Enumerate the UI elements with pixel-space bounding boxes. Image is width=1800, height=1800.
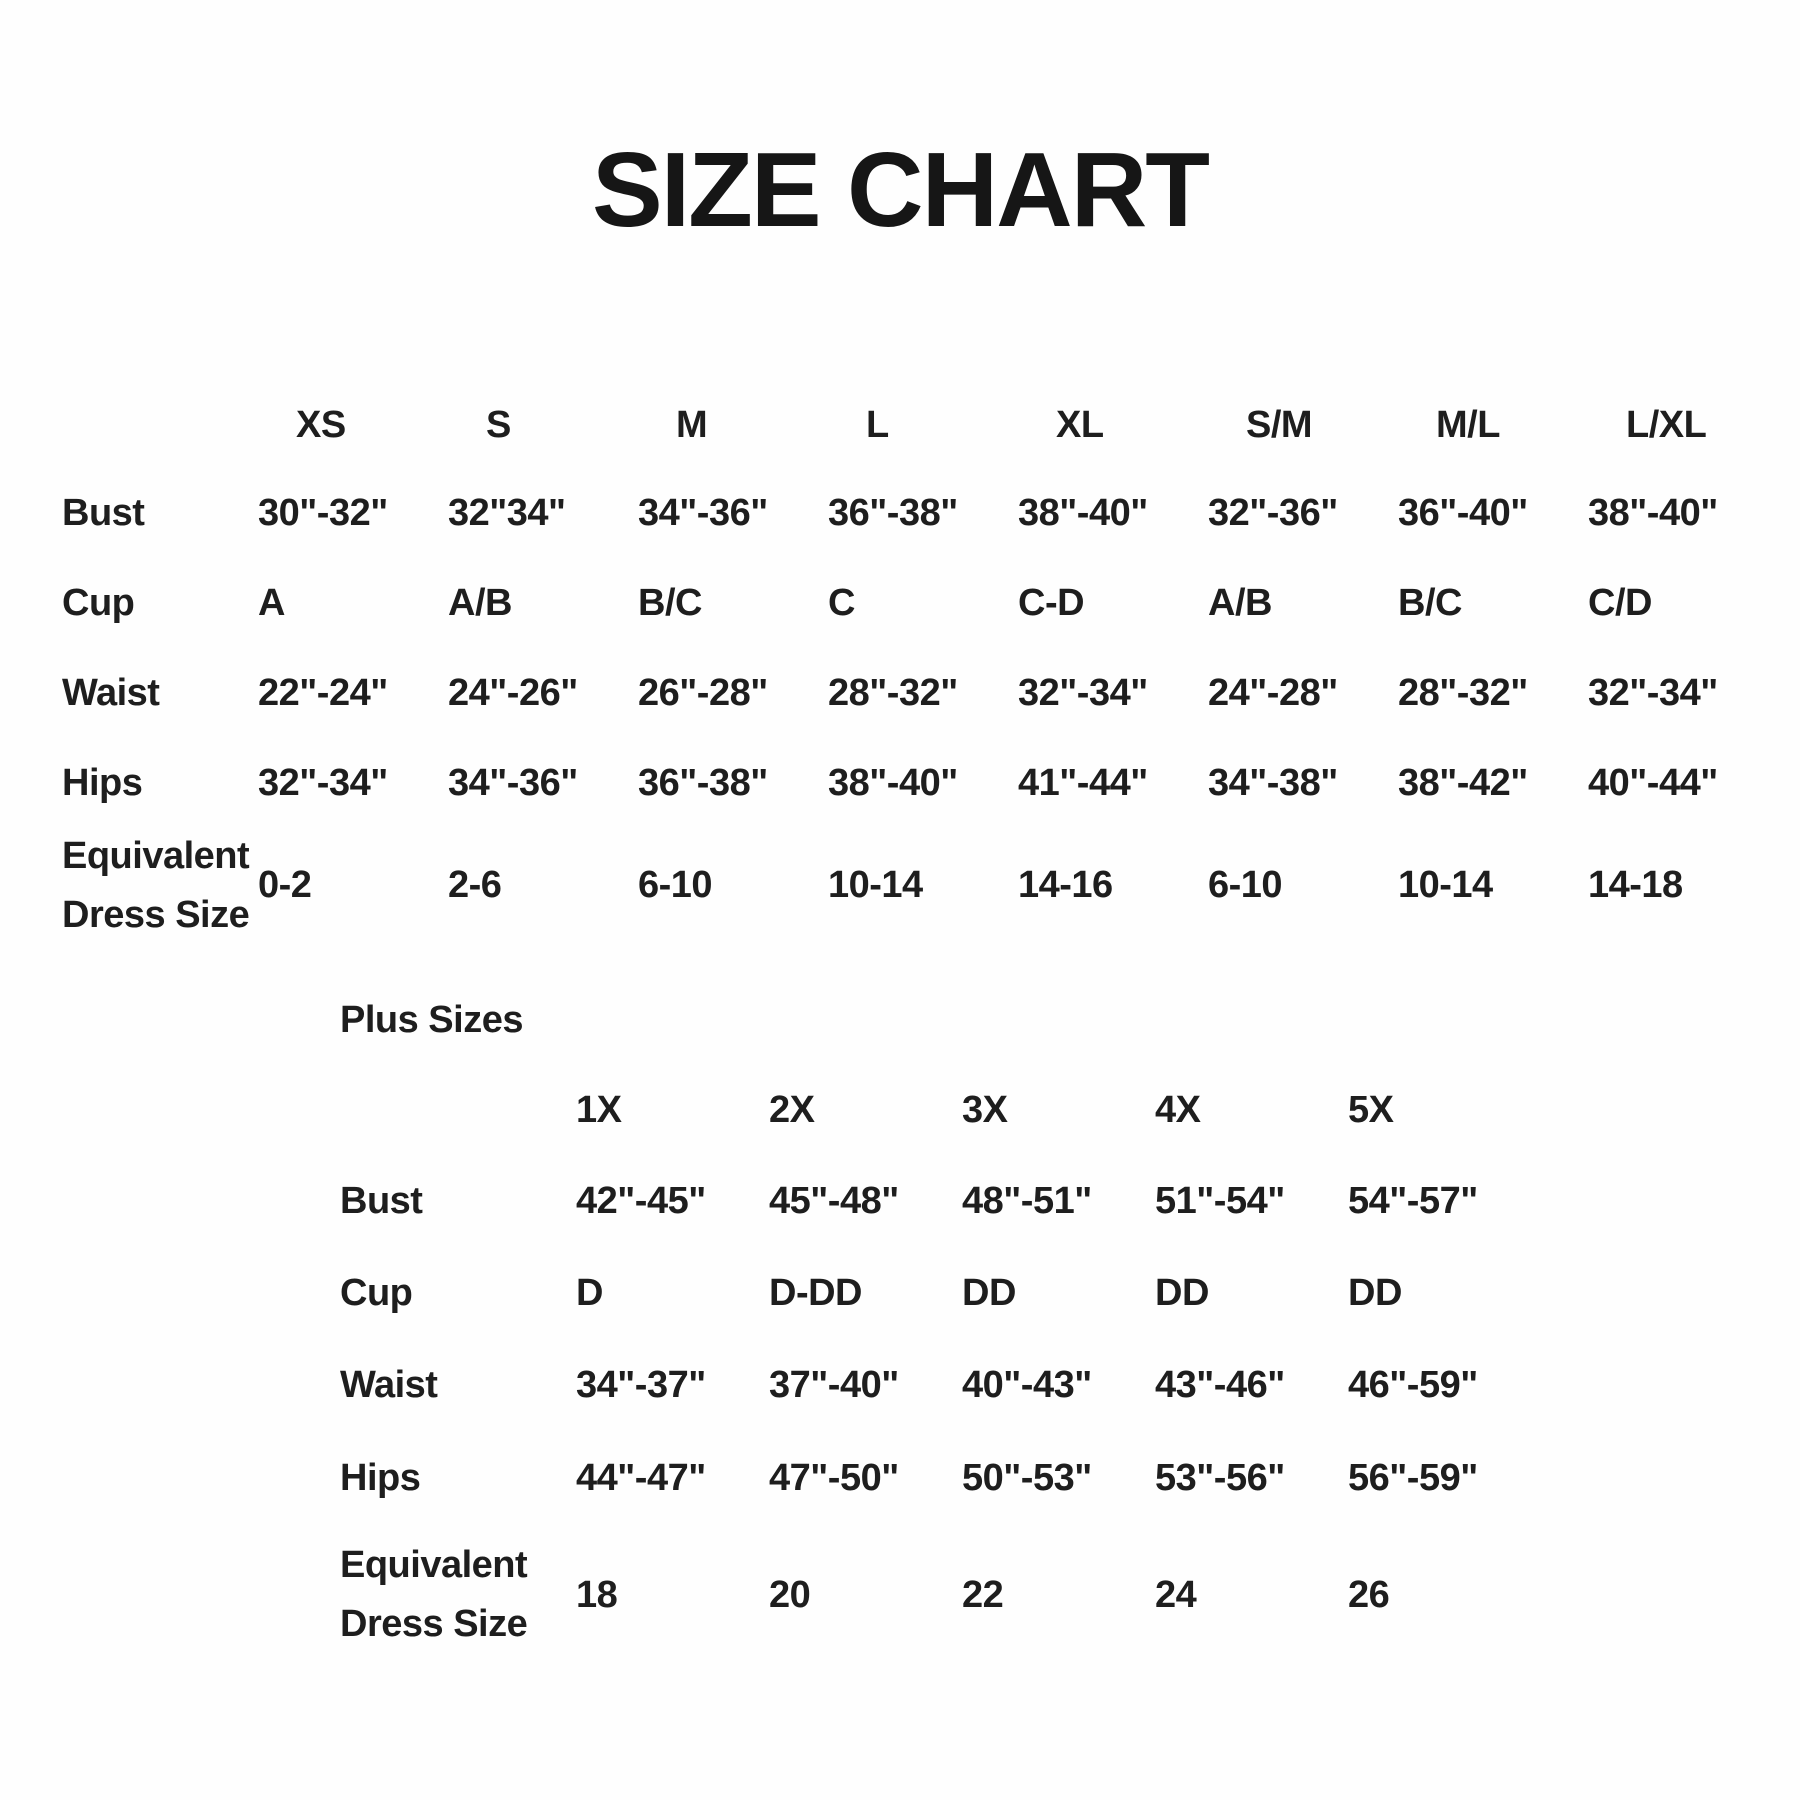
size-value: 32"-34"	[1588, 671, 1718, 714]
size-value: 24"-28"	[1208, 671, 1338, 714]
size-value: 14-18	[1588, 864, 1683, 906]
row-label-hips: Hips	[62, 761, 143, 804]
column-header-4x: 4X	[1155, 1088, 1201, 1131]
size-value: 53"-56"	[1155, 1456, 1285, 1499]
size-value: 6-10	[638, 864, 713, 906]
size-value: 38"-42"	[1398, 761, 1528, 804]
size-value: 54"-57"	[1348, 1179, 1478, 1222]
size-value: A/B	[448, 581, 512, 624]
size-value: 14-16	[1018, 864, 1113, 906]
size-value: 45"-48"	[769, 1179, 899, 1222]
size-value: 43"-46"	[1155, 1363, 1285, 1406]
size-value: 32"-34"	[258, 761, 388, 804]
size-value: 24"-26"	[448, 671, 578, 714]
row-label-waist: Waist	[340, 1363, 438, 1406]
row-label-waist: Waist	[62, 671, 160, 714]
row-label-bust: Bust	[62, 491, 145, 534]
plus-sizes-section-label: Plus Sizes	[340, 999, 523, 1041]
size-value: 20	[769, 1573, 811, 1616]
size-value: 47"-50"	[769, 1456, 899, 1499]
size-value: 56"-59"	[1348, 1456, 1478, 1499]
column-header-m: M	[676, 403, 708, 446]
size-value: 26	[1348, 1573, 1390, 1616]
column-header-lxl: L/XL	[1626, 403, 1707, 446]
size-value: A/B	[1208, 581, 1272, 624]
size-value: 51"-54"	[1155, 1179, 1285, 1222]
size-value: 26"-28"	[638, 671, 768, 714]
row-label-line: Equivalent	[62, 834, 250, 877]
size-value: 6-10	[1208, 864, 1283, 906]
size-value: 40"-43"	[962, 1363, 1092, 1406]
size-value: B/C	[1398, 581, 1462, 624]
column-header-xl: XL	[1056, 403, 1104, 446]
size-value: 38"-40"	[1588, 491, 1718, 534]
size-value: A	[258, 581, 285, 624]
row-label-line: Equivalent	[340, 1544, 528, 1587]
column-header-5x: 5X	[1348, 1088, 1394, 1131]
row-label-hips: Hips	[340, 1456, 421, 1499]
size-value: DD	[1155, 1271, 1209, 1314]
row-label-cup: Cup	[340, 1271, 413, 1314]
page-title: SIZE CHART	[592, 131, 1210, 249]
row-label-equivalent-dress-size: Equivalent Dress Size	[340, 1525, 576, 1665]
column-header-ml: M/L	[1436, 403, 1500, 446]
column-header-s: S	[486, 403, 511, 446]
size-value: 46"-59"	[1348, 1363, 1478, 1406]
size-value: B/C	[638, 581, 702, 624]
size-value: 40"-44"	[1588, 761, 1718, 804]
size-value: 38"-40"	[1018, 491, 1148, 534]
size-value: 32"34"	[448, 491, 566, 534]
size-value: DD	[1348, 1271, 1402, 1314]
size-value: 34"-36"	[638, 491, 768, 534]
size-value: 32"-36"	[1208, 491, 1338, 534]
size-value: 36"-38"	[828, 491, 958, 534]
column-header-sm: S/M	[1246, 403, 1313, 446]
size-value: 37"-40"	[769, 1363, 899, 1406]
size-value: 0-2	[258, 864, 312, 906]
size-value: D	[576, 1271, 603, 1314]
size-value: 28"-32"	[1398, 671, 1528, 714]
size-value: C	[828, 581, 855, 624]
size-value: 34"-36"	[448, 761, 578, 804]
size-value: 18	[576, 1573, 618, 1616]
row-label-line: Dress Size	[340, 1603, 528, 1645]
corner-cell	[340, 1065, 576, 1155]
row-label-line: Dress Size	[62, 893, 250, 936]
size-value: 10-14	[828, 864, 923, 906]
size-value: 2-6	[448, 864, 502, 906]
size-value: 28"-32"	[828, 671, 958, 714]
size-value: 36"-40"	[1398, 491, 1528, 534]
size-value: D-DD	[769, 1271, 862, 1314]
standard-sizes-table: XS S M L XL S/M M/L L/XL Bust 30"-32" 32…	[62, 382, 1778, 943]
size-value: 41"-44"	[1018, 761, 1148, 804]
column-header-3x: 3X	[962, 1088, 1008, 1131]
size-value: 36"-38"	[638, 761, 768, 804]
size-value: DD	[962, 1271, 1016, 1314]
size-value: 34"-38"	[1208, 761, 1338, 804]
column-header-l: L	[866, 403, 889, 446]
size-value: 50"-53"	[962, 1456, 1092, 1499]
size-value: 22"-24"	[258, 671, 388, 714]
size-value: 48"-51"	[962, 1179, 1092, 1222]
size-value: 22	[962, 1573, 1004, 1616]
size-value: 34"-37"	[576, 1363, 706, 1406]
column-header-2x: 2X	[769, 1088, 815, 1131]
size-value: 44"-47"	[576, 1456, 706, 1499]
size-value: 42"-45"	[576, 1179, 706, 1222]
corner-cell	[62, 382, 258, 468]
size-value: 38"-40"	[828, 761, 958, 804]
plus-sizes-table: 1X 2X 3X 4X 5X Bust 42"-45" 45"-48" 48"-…	[340, 1065, 1541, 1665]
column-header-xs: XS	[296, 403, 346, 446]
row-label-equivalent-dress-size: Equivalent Dress Size	[62, 828, 258, 943]
column-header-1x: 1X	[576, 1088, 622, 1131]
size-value: C-D	[1018, 581, 1085, 624]
row-label-bust: Bust	[340, 1179, 423, 1222]
row-label-cup: Cup	[62, 581, 135, 624]
size-value: 24	[1155, 1573, 1197, 1616]
size-value: 10-14	[1398, 864, 1493, 906]
size-value: C/D	[1588, 581, 1652, 624]
size-value: 32"-34"	[1018, 671, 1148, 714]
size-value: 30"-32"	[258, 491, 388, 534]
